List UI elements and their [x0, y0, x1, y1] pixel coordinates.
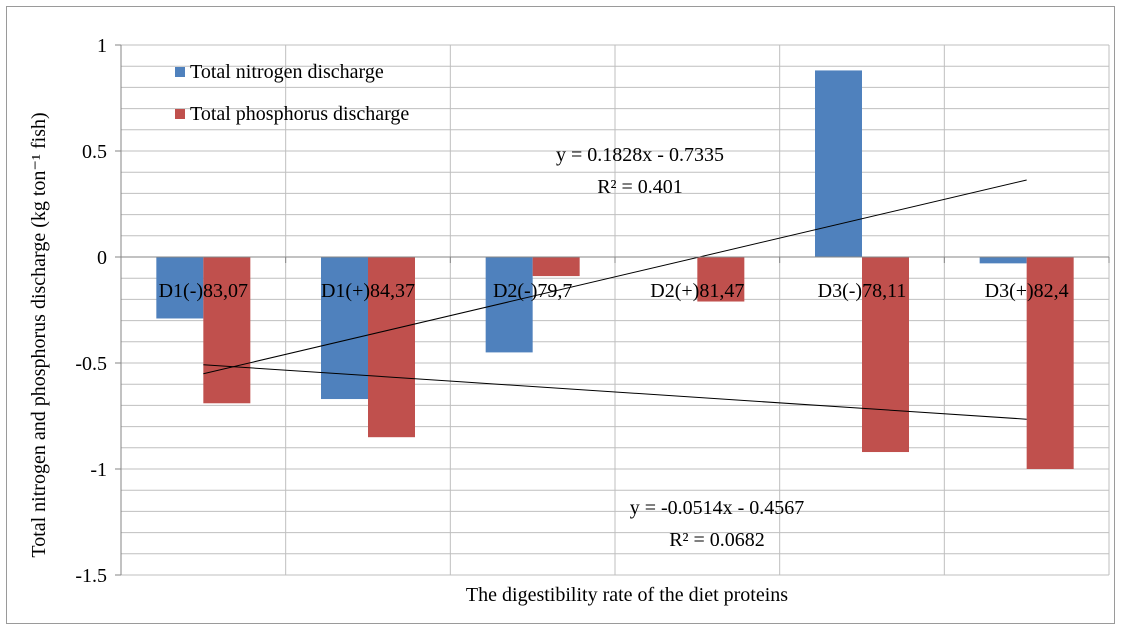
- x-tick-label: D3(+)82,4: [985, 280, 1069, 302]
- trendline-nitrogen: [203, 179, 1027, 375]
- bar-phosphorus: [532, 257, 580, 277]
- bar-phosphorus: [1026, 257, 1074, 469]
- y-tick-label: 0: [97, 247, 107, 269]
- bar-nitrogen: [485, 257, 533, 353]
- bar-nitrogen: [815, 70, 862, 257]
- axes: [115, 44, 1110, 576]
- trend-r2-phosphorus: R² = 0.0682: [669, 529, 765, 551]
- legend-swatch-phosphorus: [175, 109, 185, 119]
- bar-nitrogen: [979, 257, 1027, 264]
- x-tick-label: D2(-)79,7: [493, 280, 572, 302]
- bar-phosphorus: [368, 257, 415, 438]
- labels: 1 0.5 0 -0.5 -1 -1.5 D1(-)83,07 D1(+)84,37 D2(-)…: [75, 35, 1068, 587]
- bar-phosphorus: [697, 257, 745, 302]
- x-tick-label: D2(+)81,47: [650, 280, 744, 302]
- bar-phosphorus: [862, 257, 909, 453]
- y-tick-label: -1: [90, 459, 107, 481]
- legend-label-nitrogen: Total nitrogen discharge: [190, 61, 384, 83]
- y-tick-label: -0.5: [75, 353, 107, 375]
- y-tick-label: 1: [97, 35, 107, 57]
- chart-frame: 1 0.5 0 -0.5 -1 -1.5 D1(-)83,07 D1(+)84,37 D2(-)…: [6, 6, 1115, 624]
- trendline-equations: y = 0.1828x - 0.7335 R² = 0.401 y = -0.0…: [556, 144, 804, 551]
- trendline-phosphorus: [203, 364, 1027, 420]
- trendlines: [203, 179, 1027, 420]
- legend: Total nitrogen discharge Total phosphoru…: [175, 61, 409, 125]
- x-tick-label: D3(-)78,11: [818, 280, 907, 302]
- y-tick-label: 0.5: [82, 141, 107, 163]
- bar-nitrogen: [156, 257, 204, 319]
- trend-equation-nitrogen: y = 0.1828x - 0.7335: [556, 144, 724, 166]
- bar-phosphorus: [203, 257, 251, 404]
- trend-r2-nitrogen: R² = 0.401: [597, 176, 683, 198]
- legend-label-phosphorus: Total phosphorus discharge: [190, 103, 409, 125]
- bar-nitrogen: [321, 257, 368, 400]
- legend-swatch-nitrogen: [175, 67, 185, 77]
- x-tick-label: D1(-)83,07: [159, 280, 248, 302]
- x-tick-label: D1(+)84,37: [321, 280, 415, 302]
- trend-equation-phosphorus: y = -0.0514x - 0.4567: [630, 497, 805, 519]
- y-tick-label: -1.5: [75, 565, 107, 587]
- chart-svg: 1 0.5 0 -0.5 -1 -1.5 D1(-)83,07 D1(+)84,37 D2(-)…: [28, 35, 1110, 606]
- x-axis-title: The digestibility rate of the diet prote…: [466, 584, 788, 606]
- gridlines: [120, 44, 1110, 576]
- y-axis-title: Total nitrogen and phosphorus discharge …: [28, 112, 50, 557]
